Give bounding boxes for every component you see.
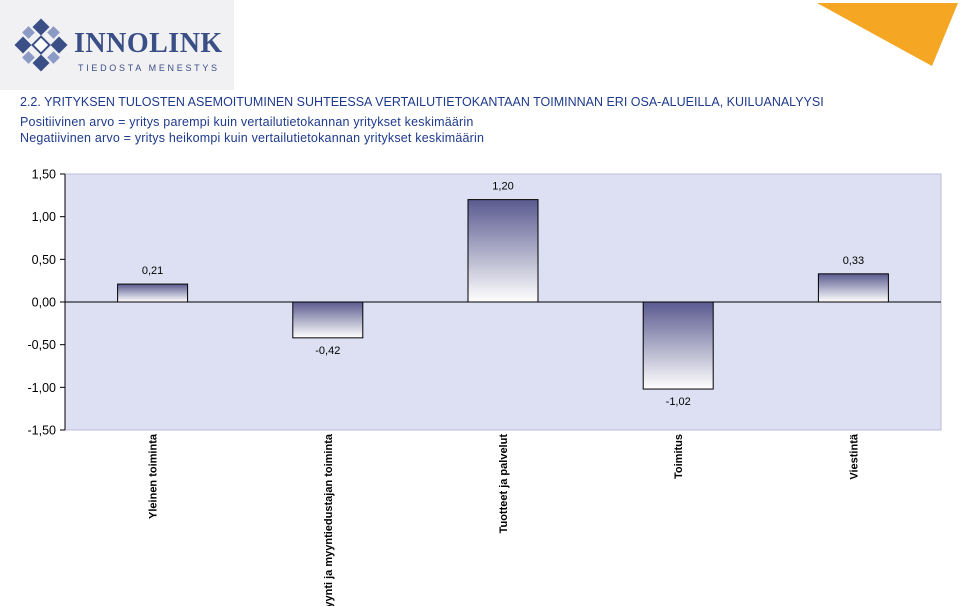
x-tick-label: Myynti ja myyntiedustajan toiminta [323,433,335,606]
data-label: -0,42 [315,345,340,357]
bar [467,199,539,303]
innolink-diamond-icon [14,18,68,72]
bar [117,283,189,303]
y-tick-label: -1,50 [28,424,57,438]
y-tick-label: -1,00 [28,381,57,395]
y-tick-label: 0,00 [32,296,56,310]
data-label: 1,20 [492,181,513,193]
x-tick-label: Yleinen toiminta [148,433,160,519]
x-tick-label: Viestintä [848,433,860,480]
bar [642,301,714,390]
data-label: -1,02 [666,396,691,408]
y-tick-label: 1,50 [32,168,56,182]
corner-triangle [817,3,958,66]
bar [292,301,364,339]
logo: INNOLINK TIEDOSTA MENESTYS [0,0,234,90]
x-tick-label: Tuotteet ja palvelut [498,434,510,534]
y-tick-label: 1,00 [32,210,56,224]
y-tick-label: 0,50 [32,253,56,267]
x-tick-label: Toimitus [673,434,685,479]
logo-name: INNOLINK [74,28,223,59]
y-tick-label: -0,50 [28,338,57,352]
data-label: 0,21 [142,265,163,277]
negative-note: Negatiivinen arvo = yritys heikompi kuin… [20,131,485,145]
positive-note: Positiivinen arvo = yritys parempi kuin … [20,115,474,129]
data-label: 0,33 [843,255,864,267]
logo-tagline: TIEDOSTA MENESTYS [78,63,220,73]
page-title: 2.2. YRITYKSEN TULOSTEN ASEMOITUMINEN SU… [20,95,824,109]
bar [817,273,889,303]
